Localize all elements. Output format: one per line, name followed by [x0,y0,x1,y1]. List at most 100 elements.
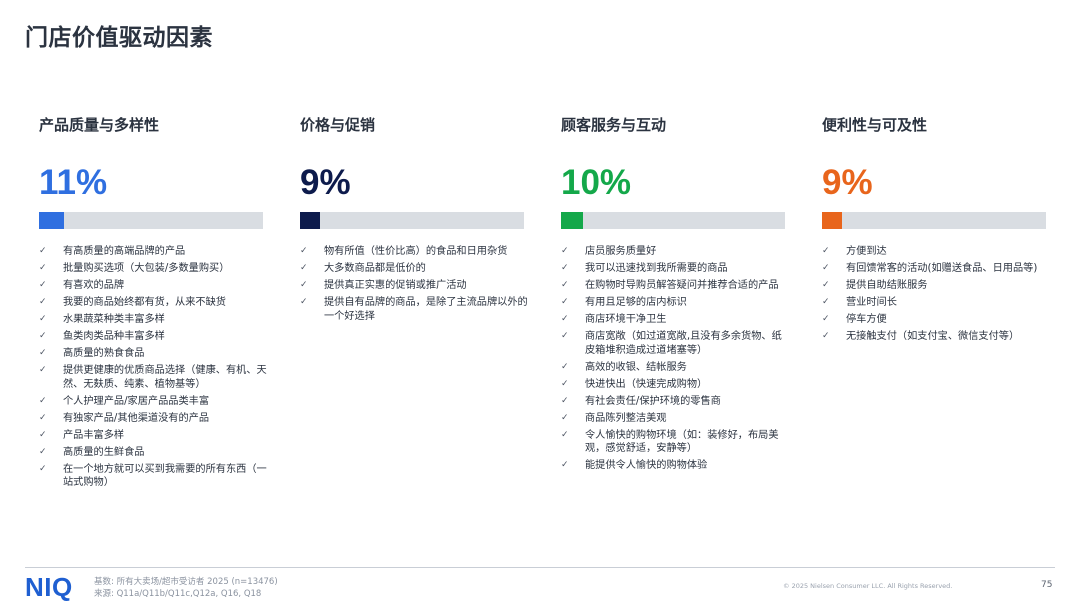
percent-value: 9% [300,163,351,202]
list-item: ✓ 营业时间长 [822,296,1050,310]
list-item: ✓ 令人愉快的购物环境（如：装修好，布局美观，感觉舒适，安静等） [561,429,789,456]
column-title: 价格与促销 [300,116,376,134]
list-item: ✓ 产品丰富多样 [39,429,267,443]
list-item-text: 商店宽敞（如过道宽敞,且没有多余货物、纸皮箱堆积造成过道堵塞等） [585,331,782,356]
list-item: ✓ 有独家产品/其他渠道没有的产品 [39,412,267,426]
check-icon: ✓ [39,314,47,324]
list-item-text: 令人愉快的购物环境（如：装修好，布局美观，感觉舒适，安静等） [585,429,779,455]
driver-list: ✓ 有高质量的高端品牌的产品 ✓ 批量购买选项（大包装/多数量购买） ✓ 有喜欢的品牌 ✓ 我… [39,245,267,490]
list-item-text: 有喜欢的品牌 [63,280,125,291]
list-item: ✓ 提供自助结账服务 [822,279,1050,293]
check-icon: ✓ [39,412,47,423]
percent-bar-fill [39,212,64,229]
list-item-text: 快进快出（快速完成购物） [585,378,708,390]
list-item-text: 在一个地方就可以买到我需要的所有东西（一站式购物） [63,463,267,489]
driver-column: 便利性与可及性 9% ✓ 方便到达 ✓ 有回馈常客的活动(如赠送食品、日用品等) ✓ 提供自助… [822,114,1050,347]
list-item: ✓ 在一个地方就可以买到我需要的所有东西（一站式购物） [39,463,267,490]
check-icon: ✓ [561,314,569,324]
driver-column: 价格与促销 9% ✓ 物有所值（性价比高）的食品和日用杂货 ✓ 大多数商品都是低价的 ✓ 提供… [300,114,528,327]
check-icon: ✓ [561,460,569,470]
list-item: ✓ 有社会责任/保护环境的零售商 [561,395,789,409]
list-item: ✓ 商店宽敞（如过道宽敞,且没有多余货物、纸皮箱堆积造成过道堵塞等） [561,330,789,357]
check-icon: ✓ [39,280,47,290]
check-icon: ✓ [561,378,569,389]
check-icon: ✓ [822,314,830,324]
list-item-text: 大多数商品都是低价的 [324,263,426,274]
list-item: ✓ 有高质量的高端品牌的产品 [39,245,267,259]
list-item: ✓ 提供更健康的优质商品选择（健康、有机、天然、无麸质、纯素、植物基等） [39,364,267,391]
list-item: ✓ 个人护理产品/家居产品品类丰富 [39,395,267,409]
driver-list: ✓ 店员服务质量好 ✓ 我可以迅速找到我所需要的商品 ✓ 在购物时导购员解答疑问并推荐合适… [561,245,789,473]
check-icon: ✓ [300,297,308,307]
list-item: ✓ 方便到达 [822,245,1050,259]
driver-column: 产品质量与多样性 11% ✓ 有高质量的高端品牌的产品 ✓ 批量购买选项（大包装/多数量购… [39,114,267,493]
list-item-text: 方便到达 [846,246,887,257]
check-icon: ✓ [822,246,830,256]
list-item: ✓ 有回馈常客的活动(如赠送食品、日用品等) [822,262,1050,276]
list-item-text: 提供更健康的优质商品选择（健康、有机、天然、无麸质、纯素、植物基等） [63,365,267,390]
list-item: ✓ 高质量的熟食食品 [39,347,267,361]
percent-bar-track [300,212,524,229]
check-icon: ✓ [39,395,47,406]
list-item-text: 有高质量的高端品牌的产品 [63,246,186,257]
list-item-text: 物有所值（性价比高）的食品和日用杂货 [324,246,508,257]
check-icon: ✓ [39,246,47,256]
list-item: ✓ 物有所值（性价比高）的食品和日用杂货 [300,245,528,259]
check-icon: ✓ [39,263,47,273]
percent-bar-track [561,212,785,229]
check-icon: ✓ [561,297,569,307]
percent-bar-track [39,212,263,229]
column-title: 产品质量与多样性 [39,116,160,134]
list-item-text: 高效的收银、结帐服务 [585,361,687,373]
check-icon: ✓ [561,280,569,290]
source-base: 基数: 所有大卖场/超市受访者 2025 (n=13476) [94,577,278,587]
list-item-text: 提供自助结账服务 [846,280,928,291]
list-item-text: 提供自有品牌的商品，是除了主流品牌以外的一个好选择 [324,297,528,322]
check-icon: ✓ [561,263,569,273]
list-item: ✓ 无接触支付（如支付宝、微信支付等） [822,330,1050,344]
check-icon: ✓ [561,331,569,341]
page-number: 75 [1041,580,1053,590]
list-item-text: 在购物时导购员解答疑问并推荐合适的产品 [585,280,779,291]
list-item: ✓ 提供自有品牌的商品，是除了主流品牌以外的一个好选择 [300,296,528,323]
check-icon: ✓ [822,263,830,273]
percent-bar-track [822,212,1046,229]
list-item-text: 鱼类肉类品种丰富多样 [63,331,165,342]
check-icon: ✓ [822,331,830,341]
list-item: ✓ 大多数商品都是低价的 [300,262,528,276]
list-item: ✓ 批量购买选项（大包装/多数量购买） [39,262,267,276]
source-questions: 来源: Q11a/Q11b/Q11c,Q12a, Q16, Q18 [94,589,262,599]
check-icon: ✓ [39,348,47,358]
percent-value: 9% [822,163,873,202]
check-icon: ✓ [561,412,569,423]
footer-divider [25,567,1055,568]
check-icon: ✓ [39,297,47,307]
list-item-text: 个人护理产品/家居产品品类丰富 [63,395,210,407]
list-item-text: 商店环境干净卫生 [585,314,667,325]
check-icon: ✓ [561,395,569,406]
percent-bar-fill [300,212,321,229]
list-item-text: 产品丰富多样 [63,429,125,441]
list-item: ✓ 我要的商品始终都有货，从来不缺货 [39,296,267,310]
list-item: ✓ 店员服务质量好 [561,245,789,259]
list-item-text: 有回馈常客的活动(如赠送食品、日用品等) [846,263,1038,274]
percent-bar-fill [822,212,843,229]
column-title: 顾客服务与互动 [561,116,667,134]
list-item: ✓ 高质量的生鲜食品 [39,446,267,460]
list-item-text: 我要的商品始终都有货，从来不缺货 [63,297,226,308]
percent-value: 11% [39,163,108,202]
driver-column: 顾客服务与互动 10% ✓ 店员服务质量好 ✓ 我可以迅速找到我所需要的商品 ✓ 在购物时导购… [561,114,789,476]
check-icon: ✓ [300,280,308,290]
check-icon: ✓ [822,280,830,290]
list-item: ✓ 提供真正实惠的促销或推广活动 [300,279,528,293]
source-note: 基数: 所有大卖场/超市受访者 2025 (n=13476) 来源: Q11a/… [94,576,278,600]
list-item: ✓ 快进快出（快速完成购物） [561,378,789,392]
column-title: 便利性与可及性 [822,116,928,134]
list-item-text: 批量购买选项（大包装/多数量购买） [63,263,230,274]
list-item: ✓ 商店环境干净卫生 [561,313,789,327]
list-item-text: 我可以迅速找到我所需要的商品 [585,263,728,274]
check-icon: ✓ [39,446,47,457]
page-title: 门店价值驱动因素 [25,25,213,51]
check-icon: ✓ [39,331,47,341]
list-item-text: 有独家产品/其他渠道没有的产品 [63,412,210,424]
